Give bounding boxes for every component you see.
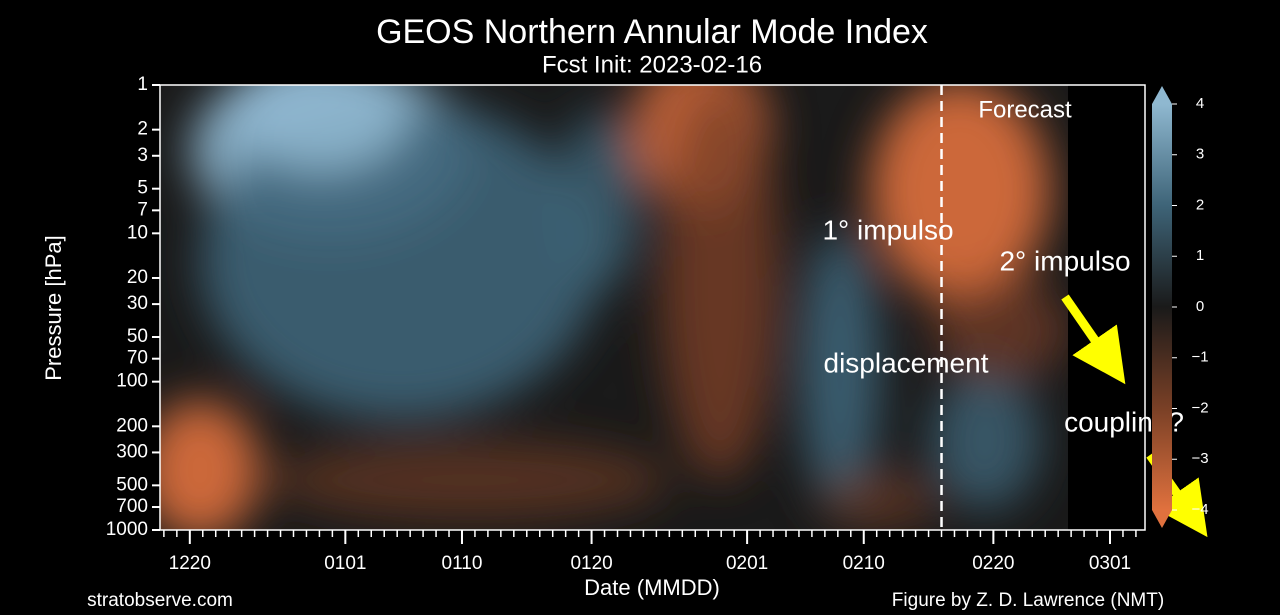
- x-tick-label: 0110: [442, 553, 483, 574]
- y-tick-label: 100: [116, 371, 148, 392]
- contour-field: [160, 85, 1068, 530]
- colorbar: [1152, 104, 1172, 510]
- y-tick-label: 3: [137, 145, 148, 166]
- y-tick-label: 20: [127, 267, 148, 288]
- chart-title: GEOS Northern Annular Mode Index: [376, 13, 928, 51]
- colorbar-extend: [1152, 86, 1172, 104]
- colorbar-tick-label: −4: [1191, 501, 1208, 518]
- x-axis-label: Date (MMDD): [584, 575, 720, 600]
- y-tick-label: 500: [116, 474, 148, 495]
- y-tick-label: 700: [116, 496, 148, 517]
- y-tick-label: 70: [127, 348, 148, 369]
- field-blob: [800, 230, 880, 510]
- plot-frame: [159, 84, 1146, 531]
- x-tick-label: 0220: [972, 553, 1014, 574]
- arrow: [1061, 294, 1126, 385]
- y-tick-label: 1000: [106, 519, 148, 540]
- credit: stratobserve.com: [87, 590, 233, 611]
- chart-subtitle: Fcst Init: 2023-02-16: [542, 51, 762, 78]
- field-blob: [930, 370, 1040, 510]
- x-tick-label: 0120: [570, 553, 612, 574]
- field-blob: [820, 470, 940, 530]
- colorbar-tick-label: −3: [1191, 450, 1208, 467]
- y-tick-label: 200: [116, 415, 148, 436]
- annotation: 2° impulso: [999, 245, 1130, 276]
- y-tick-label: 30: [127, 293, 148, 314]
- credit: Figure by Z. D. Lawrence (NMT): [892, 590, 1164, 611]
- field-blob: [930, 280, 1068, 380]
- colorbar-tick-label: 2: [1196, 196, 1204, 213]
- annotation: displacement: [824, 347, 989, 378]
- y-tick-label: 50: [127, 326, 148, 347]
- annotation: Forecast: [978, 96, 1072, 123]
- x-tick-label: 0101: [324, 553, 366, 574]
- colorbar-tick-label: 1: [1196, 247, 1204, 264]
- y-tick-label: 300: [116, 441, 148, 462]
- field-blob: [160, 400, 260, 530]
- field-blob: [870, 85, 1050, 300]
- colorbar-tick-label: −2: [1191, 399, 1208, 416]
- y-tick-label: 5: [137, 178, 148, 199]
- colorbar-extend: [1152, 510, 1172, 528]
- colorbar-tick-label: −1: [1191, 349, 1208, 366]
- x-tick-label: 0210: [843, 553, 885, 574]
- y-tick-label: 2: [137, 119, 148, 140]
- field-blob: [270, 440, 670, 520]
- annotation: 1° impulso: [822, 214, 953, 245]
- field-blob: [230, 85, 410, 170]
- colorbar-tick-label: 0: [1196, 298, 1204, 315]
- field-blob: [200, 100, 600, 420]
- y-axis-label: Pressure [hPa]: [41, 235, 66, 381]
- field-blobs: [160, 85, 1068, 530]
- colorbar-tick-label: 4: [1196, 95, 1204, 112]
- field-blob: [560, 110, 640, 290]
- y-tick-label: 10: [127, 222, 148, 243]
- colorbar-tick-label: 3: [1196, 146, 1204, 163]
- x-tick-label: 0301: [1089, 553, 1131, 574]
- x-tick-label: 0201: [726, 553, 768, 574]
- x-tick-label: 1220: [169, 553, 211, 574]
- y-tick-label: 7: [137, 199, 148, 220]
- field-blob: [660, 85, 780, 480]
- y-tick-label: 1: [137, 74, 148, 95]
